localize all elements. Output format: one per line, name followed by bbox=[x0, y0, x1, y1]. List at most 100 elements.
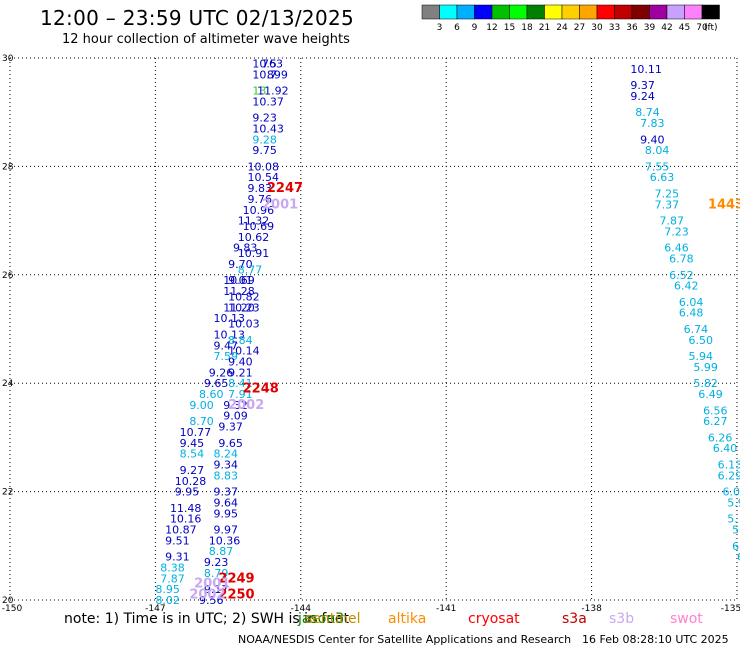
wave-height-point: 11.92 bbox=[257, 85, 289, 98]
wave-height-point: 9.17 bbox=[204, 583, 229, 596]
x-tick-label: -147 bbox=[145, 604, 165, 614]
wave-height-point: 8.70 bbox=[189, 415, 214, 428]
wave-height-point: 10.03 bbox=[228, 318, 260, 331]
wave-height-point: 9.09 bbox=[223, 410, 248, 423]
colorbar-swatch bbox=[649, 4, 668, 20]
wave-height-point: 6.74 bbox=[684, 323, 709, 336]
wave-height-point: 6.63 bbox=[650, 171, 675, 184]
wave-height-point: 763 bbox=[262, 57, 283, 70]
colorbar-label: 9 bbox=[472, 23, 478, 33]
wave-height-point: 8.54 bbox=[180, 448, 205, 461]
wave-height-point: 7.59 bbox=[214, 350, 239, 363]
wave-height-point: 11.48 bbox=[170, 502, 202, 515]
wave-height-point: 9.56 bbox=[199, 594, 224, 607]
wave-height-point: 10.87 bbox=[165, 524, 197, 537]
wave-height-point: 9.00 bbox=[189, 399, 214, 412]
wave-height-point: 11.20 bbox=[223, 301, 255, 314]
wave-height-point: 7.91 bbox=[228, 388, 253, 401]
wave-height-point: 10.54 bbox=[247, 171, 279, 184]
wave-height-point: 9.95 bbox=[175, 486, 200, 499]
colorbar-label: 18 bbox=[521, 23, 533, 33]
wave-height-point: 8.84 bbox=[228, 334, 253, 347]
wave-height-point: 9.23 bbox=[252, 112, 276, 125]
colorbar-label: 36 bbox=[626, 23, 638, 33]
wave-height-point: 9.65 bbox=[218, 437, 243, 450]
colorbar-label: 39 bbox=[644, 23, 656, 33]
wave-height-point: 6.52 bbox=[669, 269, 694, 282]
wave-height-point: 7.87 bbox=[160, 572, 185, 585]
wave-height-point: 10.37 bbox=[252, 95, 283, 108]
wave-height-point: 10.28 bbox=[175, 475, 207, 488]
wave-height-point: 6.56 bbox=[703, 404, 728, 417]
wave-height-point: 10.69 bbox=[243, 220, 275, 233]
mission-s3b: s3b bbox=[609, 611, 635, 627]
wave-height-point: 9.37 bbox=[214, 486, 239, 499]
colorbar-swatch bbox=[474, 4, 493, 20]
pass-time-label: 1443 bbox=[708, 197, 740, 212]
colorbar-label: 12 bbox=[486, 23, 497, 33]
pass-time-label: 2001 bbox=[262, 197, 298, 212]
colorbar-swatch bbox=[421, 4, 440, 20]
wave-height-point: 8.02 bbox=[155, 594, 180, 607]
colorbar-label: 45 bbox=[679, 23, 690, 33]
wave-height-point: 6. bbox=[732, 540, 740, 553]
pass-time-label: 2250 bbox=[218, 588, 254, 603]
wave-height-point: 8.60 bbox=[199, 388, 224, 401]
x-tick-label: -144 bbox=[291, 604, 312, 614]
wave-height-point: 6.26 bbox=[708, 431, 733, 444]
wave-height-point: 9.32 bbox=[223, 399, 248, 412]
wave-height-point: 6.50 bbox=[689, 334, 714, 347]
wave-height-point: 9.83 bbox=[247, 182, 272, 195]
wave-height-point: 7.87 bbox=[659, 215, 684, 228]
colorbar-swatch bbox=[596, 4, 615, 20]
wave-height-point: 7.37 bbox=[655, 198, 680, 211]
pass-time-label: 2002 bbox=[228, 398, 264, 413]
wave-height-point: 9.45 bbox=[180, 437, 205, 450]
wave-height-point: 7.25 bbox=[655, 188, 680, 201]
colorbar-label: 33 bbox=[609, 23, 620, 33]
wave-height-point: 9.75 bbox=[252, 144, 276, 157]
colorbar-label: 24 bbox=[556, 23, 568, 33]
colorbar-label: 6 bbox=[454, 23, 460, 33]
wave-height-point: 9.34 bbox=[214, 459, 239, 472]
wave-height-point: 10.82 bbox=[228, 290, 260, 303]
wave-height-point: 8.77 bbox=[238, 263, 263, 276]
wave-height-point: 8.79 bbox=[204, 567, 229, 580]
wave-height-point: 9.37 bbox=[630, 79, 655, 92]
wave-height-point: 8.83 bbox=[214, 469, 239, 482]
wave-height-point: 6.46 bbox=[664, 242, 689, 255]
pass-time-label: 2249 bbox=[218, 571, 254, 586]
wave-height-point: 9.26 bbox=[209, 366, 234, 379]
footer-credit: NOAA/NESDIS Center for Satellite Applica… bbox=[238, 633, 572, 646]
wave-height-point: 10.43 bbox=[252, 122, 283, 135]
pass-time-label: 2002 bbox=[189, 588, 225, 603]
colorbar-label: 30 bbox=[591, 23, 603, 33]
x-tick-label: -135 bbox=[721, 604, 740, 614]
wave-height-point: 10.77 bbox=[180, 426, 212, 439]
colorbar-label: 42 bbox=[661, 23, 672, 33]
wave-height-point: 10.11 bbox=[630, 63, 662, 76]
wave-height-point: 9.51 bbox=[165, 534, 190, 547]
wave-height-point: 10.5 bbox=[252, 57, 276, 70]
wave-height-point: 9.23 bbox=[204, 556, 229, 569]
wave-height-point: 10.13 bbox=[214, 328, 246, 341]
mission-sentinel: sentinel bbox=[305, 611, 361, 627]
footer-date: 16 Feb 08:28:10 UTC 2025 bbox=[582, 633, 729, 646]
colorbar-swatch bbox=[684, 4, 703, 20]
y-tick-label: 24 bbox=[2, 379, 14, 389]
wave-height-point: 6.04 bbox=[679, 296, 704, 309]
colorbar-label: 15 bbox=[504, 23, 515, 33]
wave-height-point: 11.32 bbox=[238, 215, 270, 228]
mission-jason3: jason3 bbox=[298, 611, 345, 627]
wave-height-point: 13 bbox=[252, 85, 266, 98]
wave-height-point: 5.9 bbox=[727, 496, 740, 509]
colorbar-swatch bbox=[544, 4, 563, 20]
wave-height-point: 7.55 bbox=[645, 160, 670, 173]
wave-height-point: 6.48 bbox=[679, 307, 704, 320]
x-tick-label: -150 bbox=[2, 604, 23, 614]
colorbar-label: 21 bbox=[539, 23, 550, 33]
wave-height-point: 5. bbox=[727, 513, 738, 526]
pass-time-label: 2001 bbox=[194, 577, 230, 592]
wave-height-point: 8.41 bbox=[228, 377, 253, 390]
